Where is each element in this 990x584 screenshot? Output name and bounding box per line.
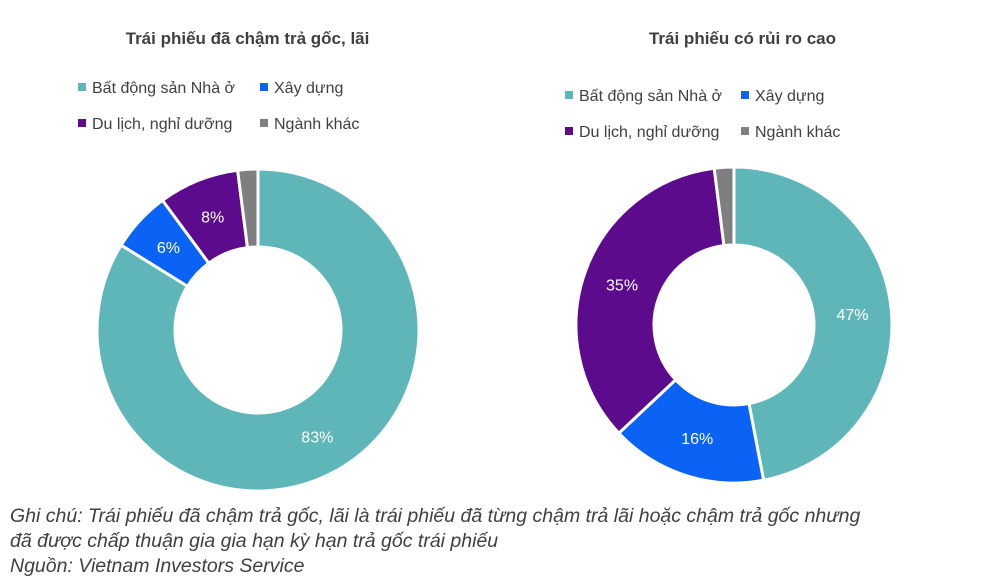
data-label: 16% xyxy=(681,431,713,448)
donut-chart: 83% 6% 8% xyxy=(95,167,421,493)
caption-note: Ghi chú: Trái phiếu đã chậm trả gốc, lãi… xyxy=(10,505,861,527)
donut-chart: 47% 16% 35% xyxy=(574,165,894,485)
slice-housing xyxy=(95,167,421,493)
caption: Ghi chú: Trái phiếu đã chậm trả gốc, lãi… xyxy=(10,504,860,579)
legend-swatch xyxy=(78,83,86,91)
data-label: 47% xyxy=(836,307,868,324)
legend-label: Xây dựng xyxy=(274,80,344,97)
legend-item-other: Ngành khác xyxy=(741,124,840,142)
legend-label: Du lịch, nghỉ dưỡng xyxy=(92,116,233,133)
legend-swatch xyxy=(78,119,86,127)
legend-swatch xyxy=(565,91,573,99)
legend-item-housing: Bất động sản Nhà ở xyxy=(565,88,722,106)
slice-housing xyxy=(732,165,894,482)
legend-item-tourism: Du lịch, nghỉ dưỡng xyxy=(78,116,232,134)
chart-panel-high-risk: Trái phiếu có rủi ro cao Bất động sản Nh… xyxy=(495,0,990,500)
data-label: 83% xyxy=(301,430,333,447)
legend-swatch xyxy=(741,91,749,99)
legend-swatch xyxy=(260,119,268,127)
legend-label: Xây dựng xyxy=(755,88,825,105)
legend-label: Bất động sản Nhà ở xyxy=(579,88,723,105)
legend-label: Du lịch, nghỉ dưỡng xyxy=(579,124,720,141)
slice-construction xyxy=(616,377,766,485)
slice-other xyxy=(235,167,260,250)
chart-title: Trái phiếu đã chậm trả gốc, lãi xyxy=(125,29,370,48)
legend-swatch xyxy=(741,127,749,135)
legend-label: Bất động sản Nhà ở xyxy=(92,80,236,97)
data-label: 6% xyxy=(157,240,180,257)
data-label: 8% xyxy=(201,210,224,227)
caption-note: đã được chấp thuận gia gia hạn kỳ hạn tr… xyxy=(10,530,499,552)
legend-swatch xyxy=(565,127,573,135)
legend-item-housing: Bất động sản Nhà ở xyxy=(78,80,235,98)
legend-item-construction: Xây dựng xyxy=(260,80,343,98)
legend-item-tourism: Du lịch, nghỉ dưỡng xyxy=(565,124,719,142)
data-label: 35% xyxy=(606,278,638,295)
chart-panel-defaulted: Trái phiếu đã chậm trả gốc, lãi Bất động… xyxy=(0,0,495,500)
legend-item-other: Ngành khác xyxy=(260,116,359,134)
legend-label: Ngành khác xyxy=(274,116,360,133)
legend-swatch xyxy=(260,83,268,91)
legend-label: Ngành khác xyxy=(755,124,841,141)
legend-item-construction: Xây dựng xyxy=(741,88,824,106)
slice-other xyxy=(712,165,736,248)
caption-source: Nguồn: Vietnam Investors Service xyxy=(10,555,305,577)
chart-title: Trái phiếu có rủi ro cao xyxy=(648,29,837,48)
slice-tourism xyxy=(574,166,726,436)
